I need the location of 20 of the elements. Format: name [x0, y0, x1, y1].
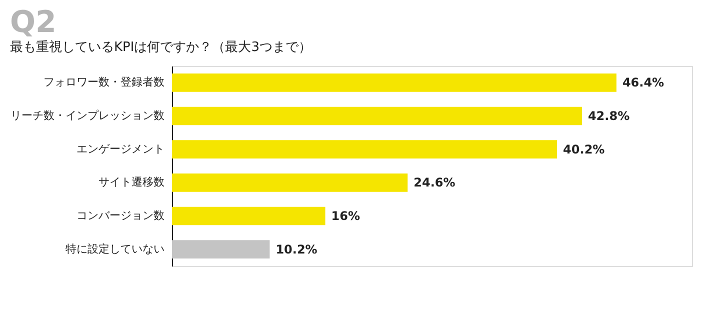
- chart-title: Q2: [10, 5, 56, 40]
- data-label: 10.2%: [276, 242, 318, 256]
- bar: [172, 140, 558, 158]
- data-label: 24.6%: [414, 176, 456, 190]
- bar: [172, 74, 616, 92]
- y-tick-label: フォロワー数・登録者数: [44, 76, 164, 89]
- data-label: 16%: [331, 209, 360, 223]
- y-tick-label: エンゲージメント: [76, 142, 164, 156]
- y-tick-label: コンバージョン数: [76, 209, 164, 222]
- data-label: 46.4%: [622, 76, 664, 90]
- chart-subtitle: 最も重視しているKPIは何ですか？（最大3つまで）: [10, 40, 312, 55]
- data-label: 42.8%: [588, 109, 630, 123]
- bar: [172, 206, 326, 226]
- bar: [172, 174, 408, 192]
- y-tick-label: 特に設定していない: [66, 242, 164, 256]
- data-label: 40.2%: [563, 142, 605, 156]
- bar: [172, 240, 270, 258]
- y-tick-label: サイト遷移数: [98, 176, 164, 189]
- y-tick-label: リーチ数・インプレッション数: [10, 109, 164, 122]
- bar: [172, 106, 582, 126]
